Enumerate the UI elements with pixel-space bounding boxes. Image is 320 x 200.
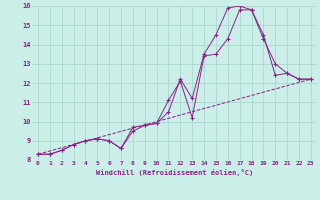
X-axis label: Windchill (Refroidissement éolien,°C): Windchill (Refroidissement éolien,°C) [96,169,253,176]
